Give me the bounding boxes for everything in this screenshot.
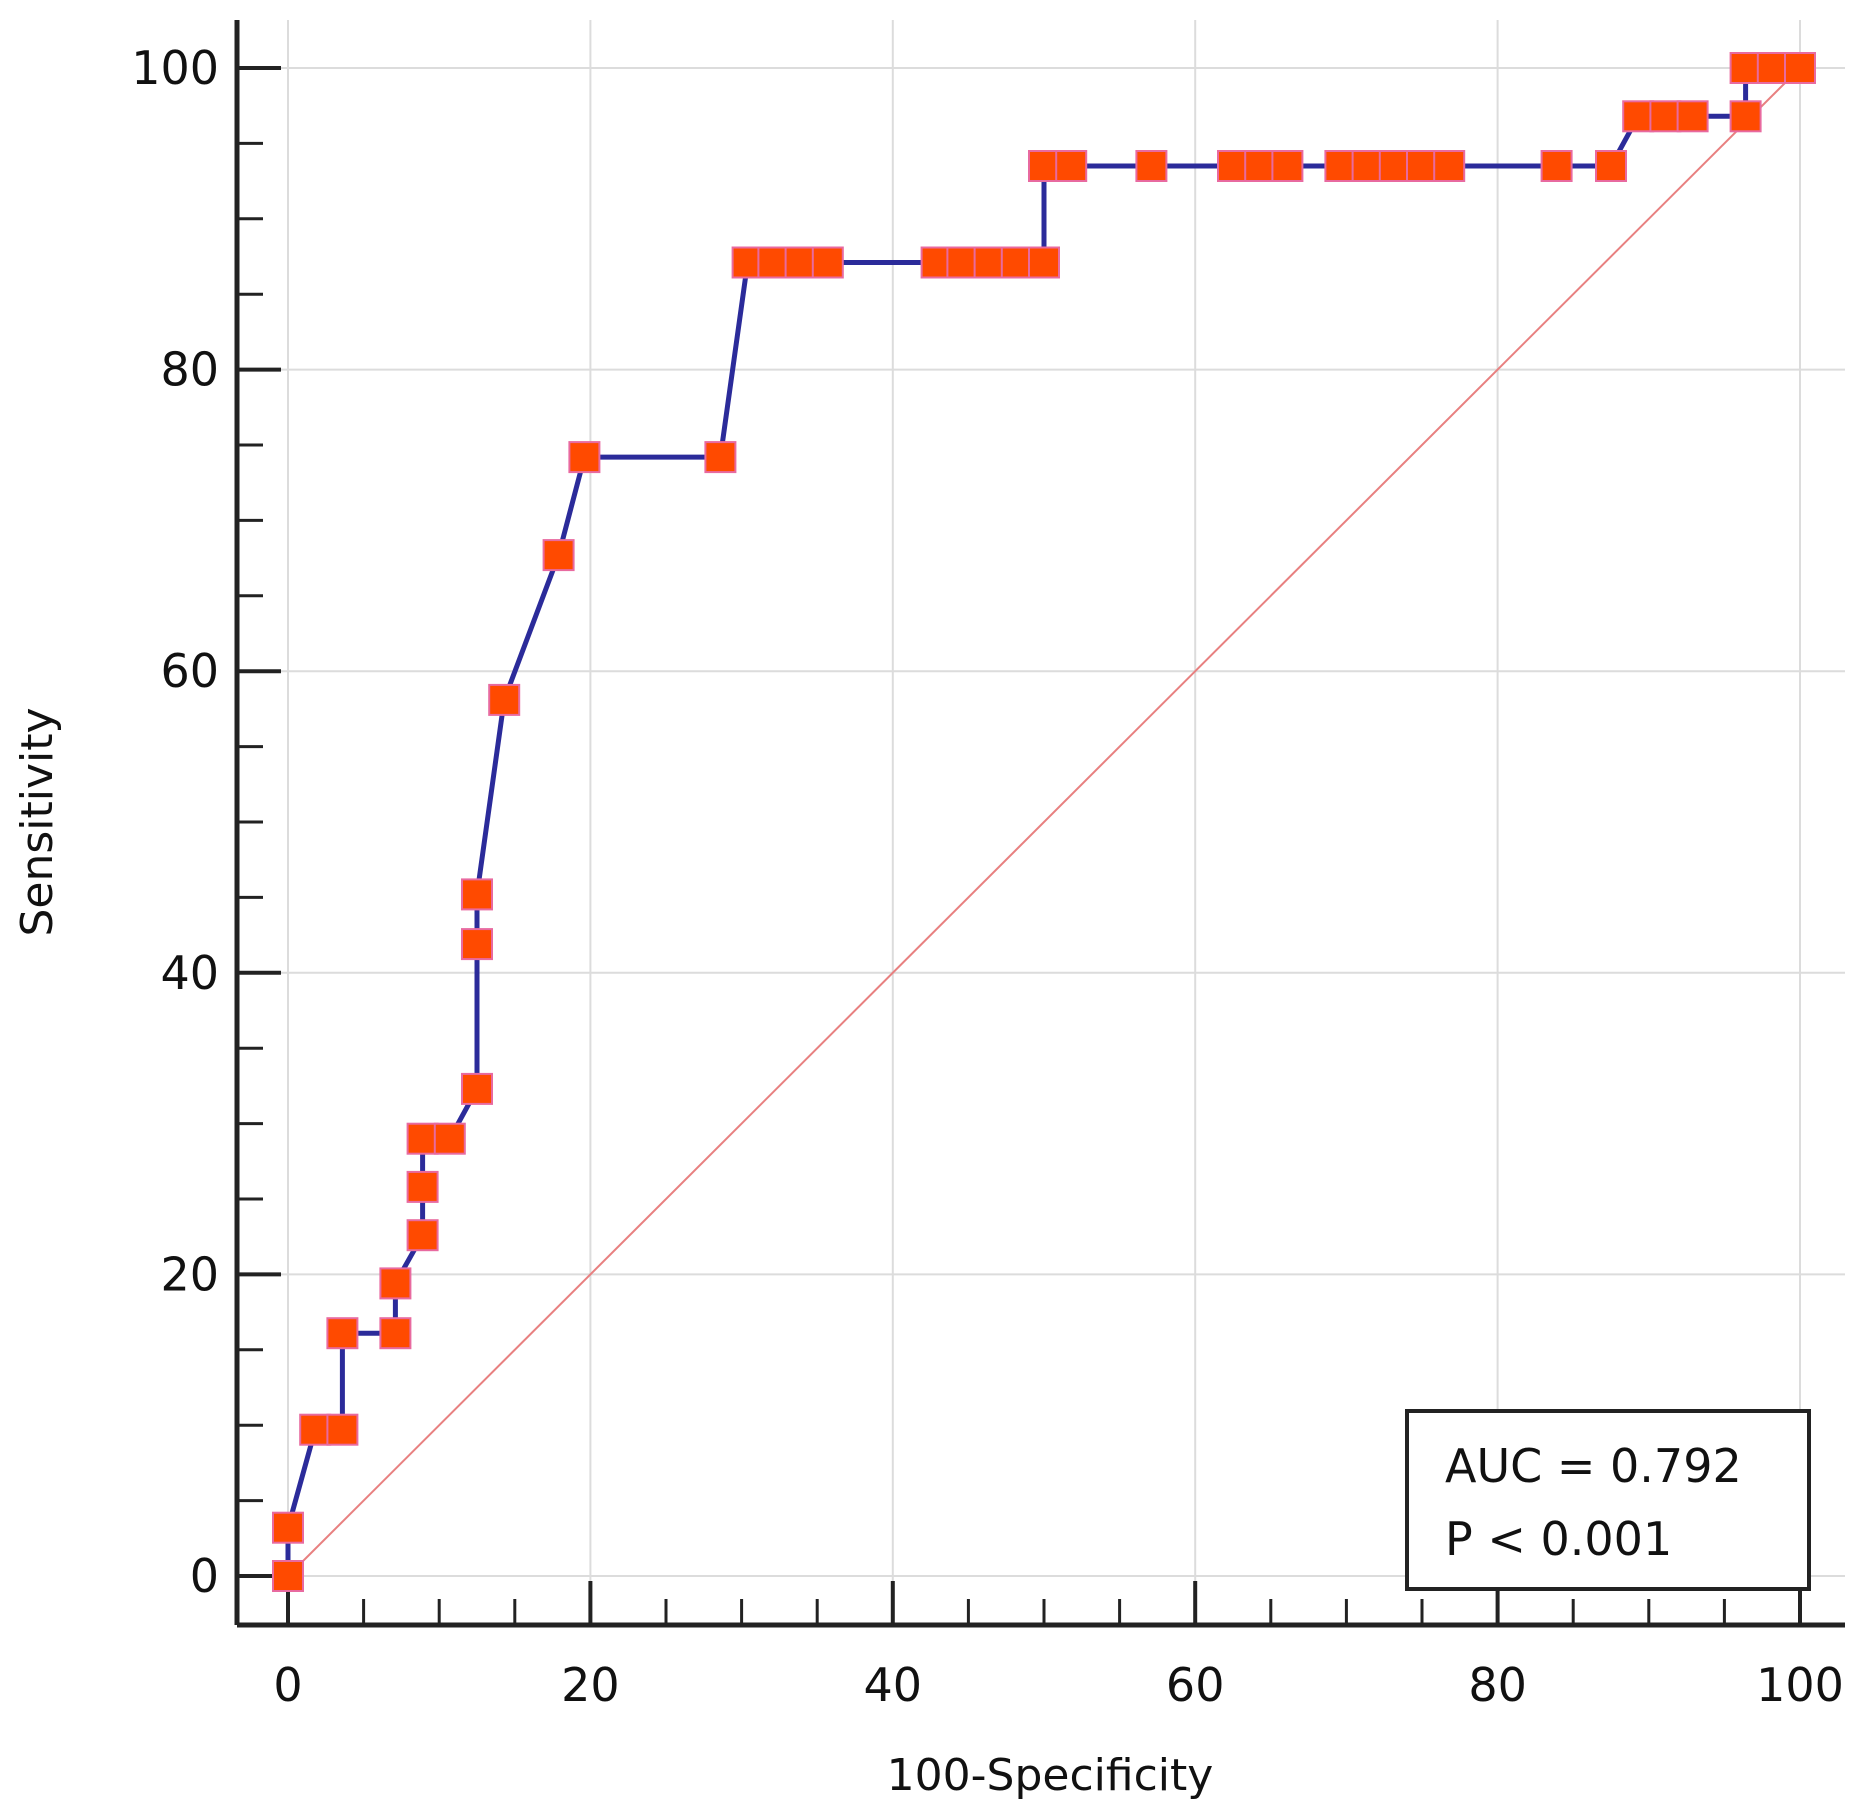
auc-value: AUC = 0.792 xyxy=(1445,1439,1742,1493)
roc-point-marker xyxy=(1324,150,1357,182)
roc-point-marker xyxy=(326,1317,359,1350)
roc-point-marker xyxy=(946,246,979,279)
roc-point-marker xyxy=(1351,150,1384,182)
roc-point-marker xyxy=(811,246,844,279)
p-value: P < 0.001 xyxy=(1445,1512,1672,1566)
auc-annotation-box: AUC = 0.792 P < 0.001 xyxy=(1405,1409,1811,1591)
roc-point-marker xyxy=(1028,150,1060,182)
y-tick-label-60: 60 xyxy=(160,644,219,698)
roc-point-marker xyxy=(272,1511,304,1544)
roc-point-marker xyxy=(488,683,521,716)
y-tick-label-20: 20 xyxy=(160,1247,219,1301)
roc-point-marker xyxy=(1271,150,1304,182)
roc-point-marker xyxy=(1756,52,1789,84)
roc-point-marker xyxy=(1540,150,1573,182)
x-tick-label-20: 20 xyxy=(561,1658,620,1712)
x-tick-label-80: 80 xyxy=(1468,1658,1527,1712)
roc-point-marker xyxy=(433,1122,466,1155)
roc-point-marker xyxy=(1028,246,1060,279)
roc-point-marker xyxy=(542,539,575,572)
roc-point-marker xyxy=(1406,150,1438,182)
roc-point-marker xyxy=(784,246,817,279)
roc-point-marker xyxy=(568,441,601,474)
roc-point-marker xyxy=(1729,52,1762,84)
roc-point-marker xyxy=(1244,150,1277,182)
roc-point-marker xyxy=(1217,150,1249,182)
roc-point-marker xyxy=(1055,150,1088,182)
roc-point-marker xyxy=(1784,52,1816,84)
roc-point-marker xyxy=(1649,100,1682,133)
x-tick-label-0: 0 xyxy=(273,1658,302,1712)
roc-point-marker xyxy=(1729,100,1762,133)
roc-point-marker xyxy=(1000,246,1033,279)
roc-point-marker xyxy=(406,1219,439,1252)
roc-point-marker xyxy=(379,1267,412,1300)
roc-point-marker xyxy=(1135,150,1168,182)
tick-labels: 0 20 40 60 80 100 0 20 40 60 80 100 xyxy=(131,41,1844,1712)
x-tick-label-100: 100 xyxy=(1756,1658,1844,1712)
x-tick-label-40: 40 xyxy=(864,1658,923,1712)
annotation-border xyxy=(1405,1409,1811,1591)
roc-point-marker xyxy=(379,1317,412,1350)
y-axis-title: Sensitivity xyxy=(12,707,63,936)
roc-point-marker xyxy=(461,1072,493,1105)
roc-point-marker xyxy=(406,1122,439,1155)
roc-point-marker xyxy=(461,878,493,911)
roc-point-marker xyxy=(1622,100,1655,133)
grid xyxy=(237,20,1845,1625)
roc-point-marker xyxy=(326,1413,359,1446)
x-tick-label-60: 60 xyxy=(1166,1658,1225,1712)
roc-point-marker xyxy=(406,1170,439,1203)
roc-point-marker xyxy=(299,1413,332,1446)
roc-point-marker xyxy=(1595,150,1627,182)
x-axis-title: 100-Specificity xyxy=(887,1750,1214,1801)
roc-point-marker xyxy=(1676,100,1709,133)
y-tick-label-100: 100 xyxy=(131,41,219,95)
reference-line-layer xyxy=(287,67,1801,1577)
y-tick-label-0: 0 xyxy=(190,1549,219,1603)
roc-point-marker xyxy=(272,1560,304,1592)
axes xyxy=(234,20,1845,1628)
roc-point-marker xyxy=(757,246,790,279)
roc-point-marker xyxy=(1433,150,1466,182)
roc-point-marker xyxy=(1378,150,1411,182)
y-tick-label-80: 80 xyxy=(160,343,219,397)
roc-point-marker xyxy=(461,928,493,961)
roc-point-marker xyxy=(704,441,737,474)
roc-markers xyxy=(272,52,1816,1592)
roc-point-marker xyxy=(973,246,1006,279)
y-tick-label-40: 40 xyxy=(160,946,219,1000)
reference-diagonal-line xyxy=(287,67,1801,1577)
